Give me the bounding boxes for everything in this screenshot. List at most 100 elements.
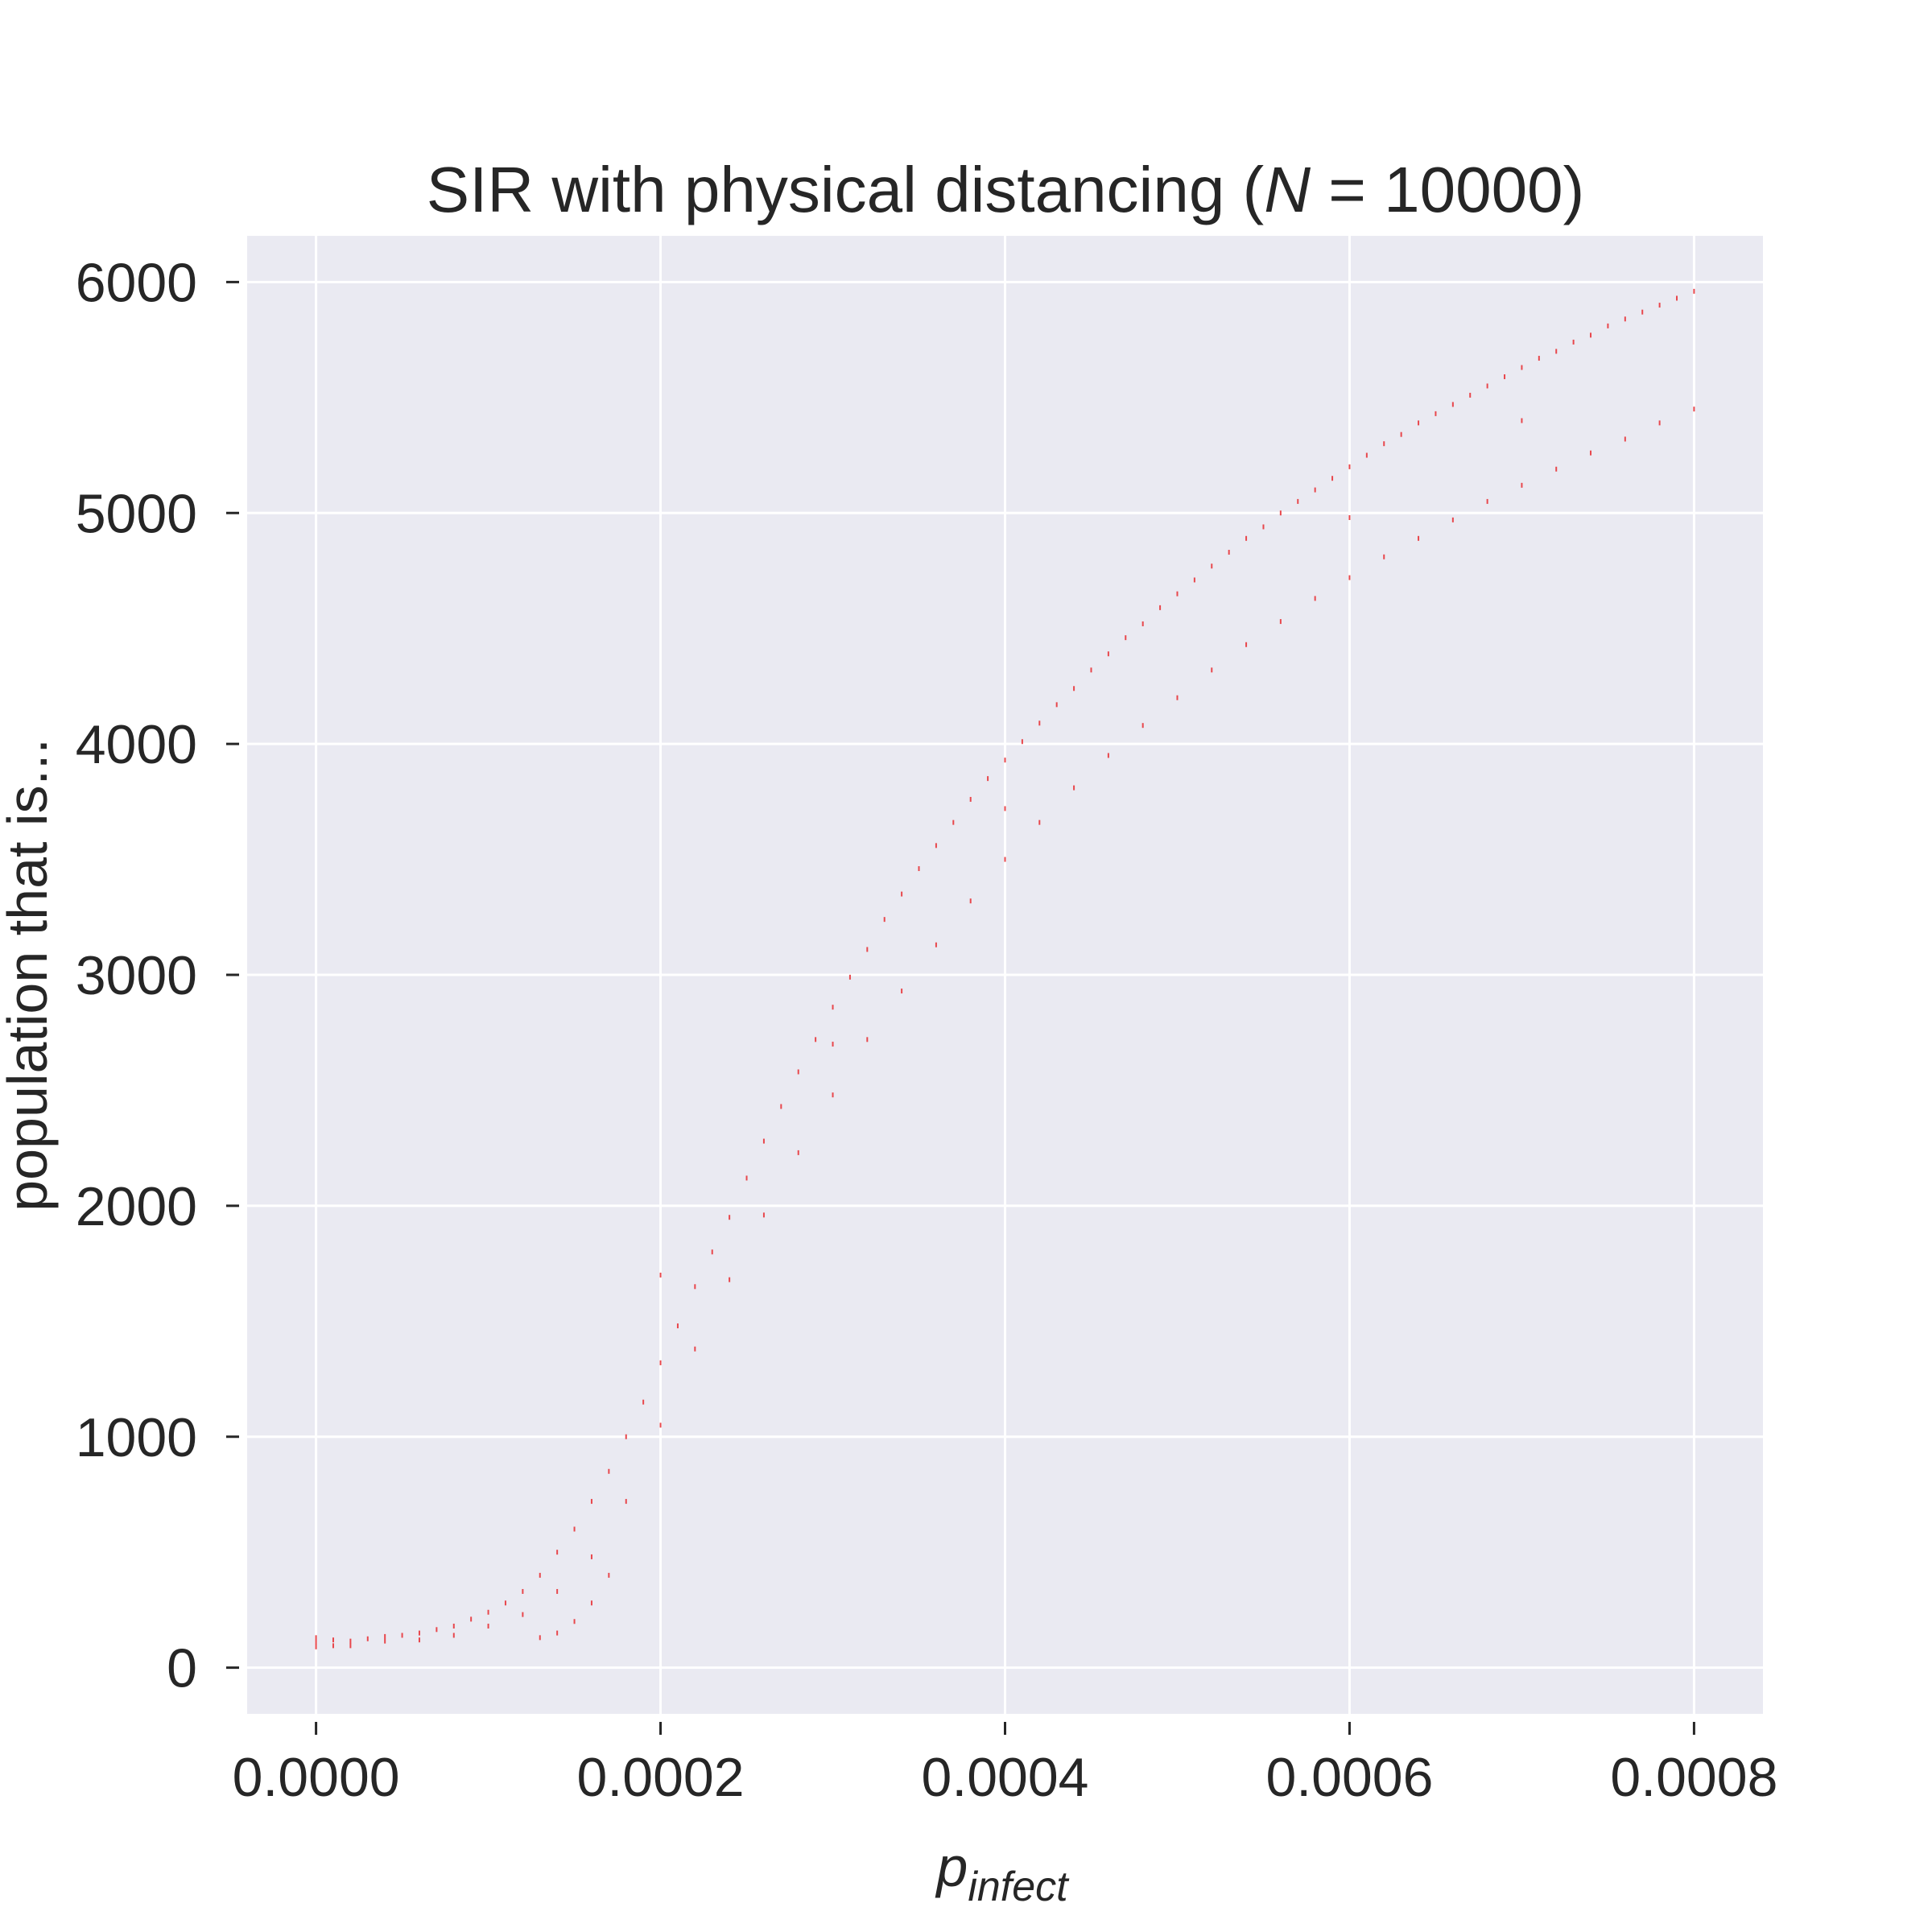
data-point: [762, 1138, 765, 1144]
data-point: [1348, 464, 1351, 469]
data-point: [452, 1623, 455, 1629]
data-point: [1279, 619, 1282, 625]
data-point: [573, 1526, 576, 1532]
data-point: [1451, 402, 1454, 407]
data-point: [659, 1360, 662, 1365]
data-point: [1038, 819, 1041, 825]
data-point: [762, 1212, 765, 1218]
data-point: [349, 1638, 352, 1644]
data-point: [1004, 758, 1006, 763]
data-point: [1004, 857, 1006, 862]
data-point: [1176, 591, 1179, 597]
data-point: [608, 1572, 610, 1578]
data-point: [659, 1422, 662, 1428]
data-point: [832, 1092, 834, 1098]
data-point: [1365, 452, 1368, 458]
data-point: [935, 843, 937, 848]
data-point: [1624, 436, 1626, 442]
data-point: [815, 1037, 817, 1042]
data-point: [987, 776, 989, 782]
data-point: [1418, 420, 1420, 426]
chart-title-relation: = 10000): [1311, 154, 1584, 225]
data-point: [676, 1323, 679, 1329]
data-point: [366, 1636, 369, 1641]
data-point: [1418, 535, 1420, 541]
y-tick-label: 0: [167, 1638, 197, 1699]
data-point: [832, 1005, 834, 1010]
data-point: [590, 1600, 592, 1606]
y-tick-label: 6000: [76, 252, 197, 313]
data-point: [694, 1284, 696, 1290]
data-point: [1073, 785, 1075, 791]
data-point: [384, 1633, 386, 1639]
data-point: [625, 1499, 627, 1505]
data-point: [745, 1175, 748, 1181]
data-point: [797, 1069, 799, 1075]
data-point: [504, 1600, 506, 1606]
data-point: [1693, 407, 1695, 412]
data-point: [642, 1399, 645, 1405]
data-point: [1383, 554, 1385, 559]
data-point: [1504, 374, 1506, 379]
data-point: [1658, 303, 1661, 308]
data-point: [1572, 339, 1575, 345]
x-tick-label: 0.0008: [1610, 1747, 1777, 1808]
data-point: [315, 1635, 317, 1641]
data-point: [969, 796, 972, 802]
x-tick-label: 0.0002: [577, 1747, 745, 1808]
chart-title: SIR with physical distancing (N = 10000): [427, 154, 1585, 225]
data-point: [418, 1630, 420, 1636]
y-tick-label: 4000: [76, 714, 197, 775]
data-point: [1159, 605, 1162, 610]
data-point: [1451, 517, 1454, 522]
data-point: [1435, 411, 1437, 416]
data-point: [1383, 441, 1385, 447]
x-axis-label-subscript: infect: [968, 1864, 1070, 1910]
data-point: [332, 1643, 334, 1649]
data-point: [780, 1104, 782, 1109]
data-point: [1262, 524, 1265, 530]
data-point: [1521, 365, 1523, 370]
data-point: [901, 989, 903, 994]
data-point: [1555, 349, 1558, 354]
data-point: [1314, 487, 1316, 493]
y-axis-label: population that is...: [0, 738, 59, 1212]
data-point: [539, 1572, 541, 1578]
data-point: [384, 1638, 386, 1644]
data-point: [556, 1550, 559, 1555]
data-point: [1125, 635, 1127, 641]
data-point: [901, 891, 903, 897]
data-point: [1038, 720, 1041, 726]
data-point: [1245, 535, 1248, 541]
data-point: [1004, 806, 1006, 811]
data-point: [1193, 577, 1195, 583]
data-point: [729, 1215, 731, 1220]
data-point: [573, 1619, 576, 1624]
data-point: [349, 1643, 352, 1649]
y-tick-label: 3000: [76, 945, 197, 1006]
data-point: [1176, 695, 1179, 700]
data-point: [659, 1272, 662, 1278]
chart-title-symbol: N: [1264, 154, 1311, 225]
data-points: [315, 288, 1695, 1649]
data-point: [1607, 323, 1609, 328]
data-point: [1211, 667, 1213, 673]
x-axis-label-base: p: [935, 1835, 968, 1898]
data-point: [1486, 498, 1488, 504]
data-point: [556, 1588, 559, 1594]
data-point: [694, 1346, 696, 1352]
data-point: [1141, 621, 1144, 626]
data-point: [487, 1609, 489, 1615]
x-tick-label: 0.0006: [1265, 1747, 1433, 1808]
data-point: [832, 1042, 834, 1047]
data-point: [866, 947, 869, 952]
data-point: [1141, 723, 1144, 729]
data-point: [1538, 356, 1540, 361]
data-point: [1245, 642, 1248, 647]
data-point: [1331, 476, 1334, 481]
data-point: [1314, 596, 1316, 601]
data-point: [1400, 431, 1402, 437]
data-point: [729, 1277, 731, 1282]
data-point: [1021, 739, 1023, 745]
data-point: [556, 1630, 559, 1636]
